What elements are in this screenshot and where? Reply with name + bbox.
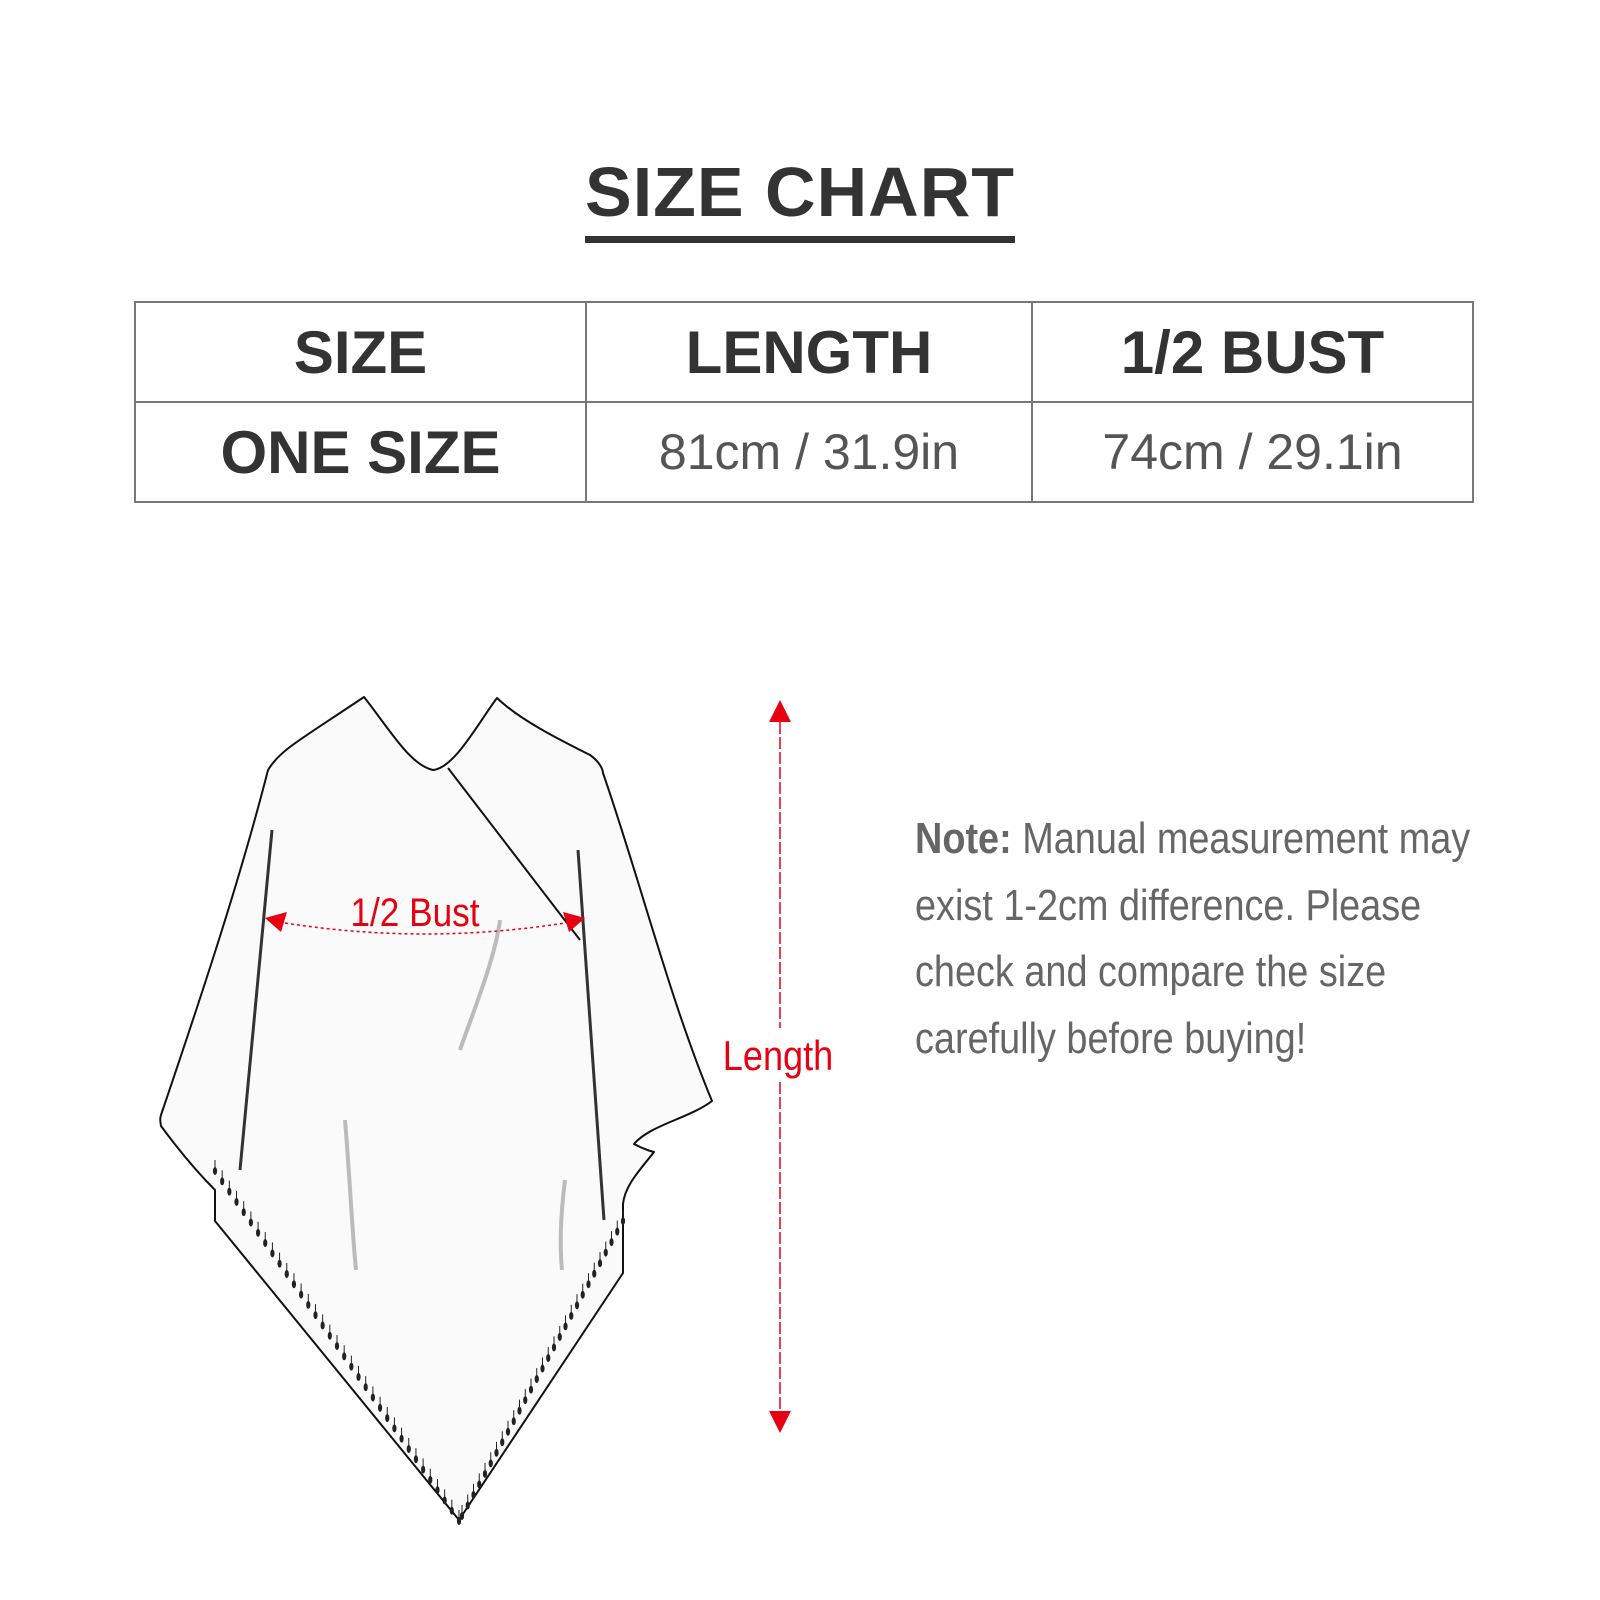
tassel [534,1375,539,1384]
length-label: Length [723,1034,833,1080]
tassel [471,1490,476,1499]
tassel [488,1459,493,1468]
measurement-note: Note: Manual measurement may exist 1-2cm… [915,806,1517,1072]
arrow-up-icon [769,700,791,722]
tassel [320,1321,325,1330]
tassel [291,1280,297,1289]
tassel [306,1300,311,1309]
tassel [592,1269,597,1278]
page-title: SIZE CHART [0,152,1600,243]
header-half-bust: 1/2 BUST [1031,301,1474,403]
tassel [227,1187,232,1196]
note-label: Note: [915,814,1012,863]
tassel [284,1269,289,1278]
tassel [248,1218,253,1227]
tassel [563,1322,568,1331]
tassel [615,1227,620,1236]
tassel [442,1496,447,1505]
tassel [327,1331,332,1340]
tassel [609,1238,614,1247]
tassel [574,1301,580,1310]
bust-measure: 1/2 Bust [265,890,585,935]
tassel [523,1396,528,1405]
header-size: SIZE [134,301,587,403]
tassel [482,1469,488,1478]
tassel [234,1197,239,1206]
size-table: SIZE LENGTH 1/2 BUST ONE SIZE 81cm / 31.… [134,301,1474,503]
tassel-fringe [212,1160,626,1525]
tassel [220,1177,225,1186]
note-line: check and compare the size [915,947,1387,996]
header-length: LENGTH [585,301,1033,403]
tassel [449,1506,454,1515]
length-measure: Length [723,700,833,1433]
arrow-left-icon [265,912,287,932]
tassel [620,1217,626,1225]
note-line: exist 1-2cm difference. Please [915,880,1422,930]
tassel [477,1480,482,1489]
tassel [385,1414,390,1423]
tassel [546,1353,551,1362]
tassel [299,1290,304,1299]
table-row: ONE SIZE 81cm / 31.9in 74cm / 29.1in [134,401,1474,503]
tassel [392,1424,397,1433]
tassel [517,1406,522,1415]
note-line: Manual measurement may [1022,814,1471,863]
arrow-down-icon [769,1411,791,1433]
note-line: carefully before buying! [915,1013,1307,1063]
tassel [356,1372,361,1381]
tassel [528,1385,534,1394]
tassel [465,1501,470,1510]
cell-half-bust: 74cm / 29.1in [1031,401,1474,503]
tassel [377,1403,383,1412]
tassel [459,1512,465,1520]
tassel [428,1475,433,1484]
tassel [603,1248,608,1257]
tassel [557,1332,562,1341]
tassel [277,1259,282,1268]
table-header-row: SIZE LENGTH 1/2 BUST [134,301,1474,403]
tassel [212,1167,218,1175]
tassel [511,1417,516,1426]
tassel [551,1343,557,1352]
tassel [370,1393,375,1402]
bust-dashed-line [284,922,566,935]
tassel [413,1455,419,1464]
cell-length: 81cm / 31.9in [585,401,1033,503]
tassel [586,1280,591,1289]
bust-label: 1/2 Bust [350,890,480,935]
tassel [263,1239,268,1248]
tassel [406,1444,411,1453]
tassel [494,1448,499,1457]
poncho-illustration [159,696,713,1521]
tassel [334,1342,340,1350]
tassel [500,1438,505,1447]
tassel [540,1364,545,1373]
tassel [313,1311,318,1320]
tassel [456,1517,462,1525]
tassel [569,1311,574,1320]
tassel [270,1249,275,1258]
tassel [505,1427,511,1436]
tassel [363,1383,368,1392]
tassel [342,1352,347,1361]
tassel [435,1486,440,1495]
tassel [241,1208,246,1217]
tassel [580,1290,585,1299]
tassel [597,1259,603,1268]
tassel [399,1434,404,1443]
tassel [421,1465,426,1474]
arrow-right-icon [563,912,585,932]
cell-size: ONE SIZE [134,401,587,503]
tassel [255,1228,261,1237]
tassel [349,1362,354,1371]
